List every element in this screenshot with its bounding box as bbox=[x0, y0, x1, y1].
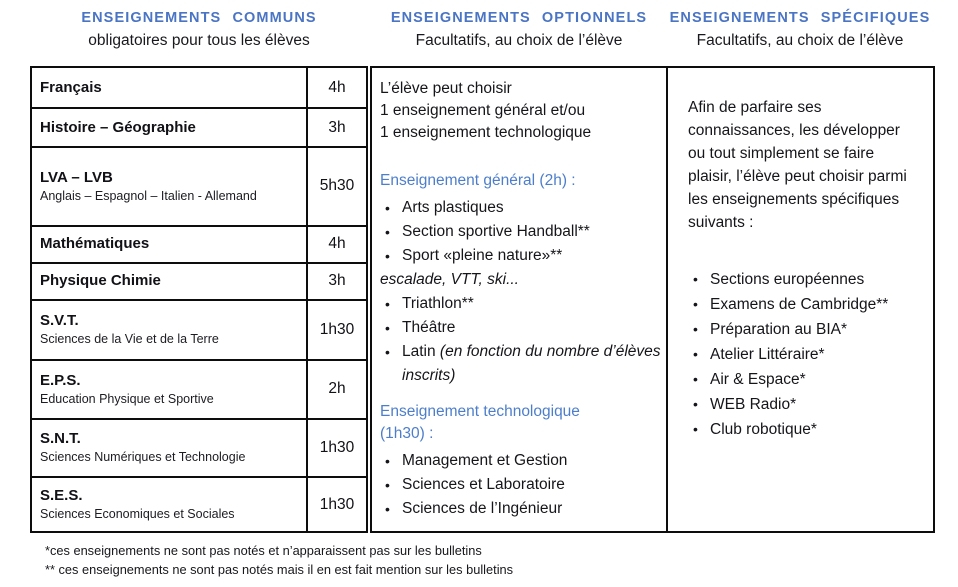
table-row: Mathématiques 4h bbox=[32, 226, 366, 264]
optional-intro-line: 1 enseignement général et/ou bbox=[380, 102, 586, 119]
footnotes: *ces enseignements ne sont pas notés et … bbox=[45, 541, 513, 579]
general-teaching-list: Arts plastiques Section sportive Handbal… bbox=[380, 196, 662, 268]
heading-line: Enseignement technologique bbox=[380, 403, 580, 420]
general-teaching-heading: Enseignement général (2h) : bbox=[380, 172, 576, 189]
table-row: LVA – LVB Anglais – Espagnol – Italien -… bbox=[32, 147, 366, 227]
list-item: Management et Gestion bbox=[380, 449, 662, 473]
subject-hours: 2h bbox=[306, 361, 366, 418]
column-title: ENSEIGNEMENTS COMMUNS bbox=[81, 10, 317, 26]
specific-intro: Afin de parfaire ses connaissances, les … bbox=[688, 99, 907, 231]
subject-detail: Sciences de la Vie et de la Terre bbox=[40, 332, 219, 347]
optional-teachings-panel: L’élève peut choisir 1 enseignement géné… bbox=[370, 66, 668, 533]
common-subjects-table: Français 4h Histoire – Géographie 3h LVA… bbox=[30, 66, 368, 533]
table-row: S.N.T. Sciences Numériques et Technologi… bbox=[32, 419, 366, 479]
subject-hours: 1h30 bbox=[306, 419, 366, 477]
list-item: Triathlon** bbox=[380, 292, 662, 316]
sport-nature-examples: escalade, VTT, ski... bbox=[380, 271, 519, 288]
list-item: Section sportive Handball** bbox=[380, 220, 662, 244]
subject-name: Histoire – Géographie bbox=[40, 118, 196, 136]
heading-line: (1h30) : bbox=[380, 425, 434, 442]
table-row: Physique Chimie 3h bbox=[32, 264, 366, 301]
optional-intro-line: L’élève peut choisir bbox=[380, 80, 512, 97]
header-enseignements-specifiques: ENSEIGNEMENTS SPÉCIFIQUES Facultatifs, a… bbox=[660, 7, 940, 53]
subject-hours: 3h bbox=[306, 264, 366, 299]
list-item: Préparation au BIA* bbox=[688, 317, 921, 342]
list-item: Théâtre bbox=[380, 316, 662, 340]
list-item: Sport «pleine nature»** bbox=[380, 244, 662, 268]
list-item: Examens de Cambridge** bbox=[688, 292, 921, 317]
list-item: Sciences et Laboratoire bbox=[380, 473, 662, 497]
list-item: Arts plastiques bbox=[380, 196, 662, 220]
subject-hours: 3h bbox=[306, 109, 366, 146]
column-subtitle: obligatoires pour tous les élèves bbox=[88, 32, 310, 49]
list-item: WEB Radio* bbox=[688, 392, 921, 417]
list-item: Sections européennes bbox=[688, 267, 921, 292]
general-teaching-list-continued: Triathlon** Théâtre Latin (en fonction d… bbox=[380, 292, 662, 388]
optional-intro-line: 1 enseignement technologique bbox=[380, 124, 592, 141]
table-row: E.P.S. Education Physique et Sportive 2h bbox=[32, 361, 366, 420]
table-row: Histoire – Géographie 3h bbox=[32, 109, 366, 148]
column-subtitle: Facultatifs, au choix de l’élève bbox=[415, 32, 623, 49]
latin-note: (en fonction du nombre d’élèves inscrits… bbox=[402, 343, 661, 384]
subject-name: E.P.S. bbox=[40, 371, 81, 389]
column-title: ENSEIGNEMENTS OPTIONNELS bbox=[390, 10, 648, 26]
subject-detail: Sciences Numériques et Technologie bbox=[40, 450, 246, 465]
subject-name: Mathématiques bbox=[40, 235, 150, 253]
subject-name: S.N.T. bbox=[40, 430, 81, 448]
latin-label: Latin bbox=[402, 343, 440, 360]
list-item: Atelier Littéraire* bbox=[688, 342, 921, 367]
subject-hours: 5h30 bbox=[306, 147, 366, 225]
subject-hours: 4h bbox=[306, 226, 366, 262]
technological-teaching-heading: Enseignement technologique (1h30) : bbox=[380, 401, 662, 445]
column-subtitle: Facultatifs, au choix de l’élève bbox=[696, 32, 904, 49]
list-item: Air & Espace* bbox=[688, 367, 921, 392]
list-item: Sciences de l’Ingénieur bbox=[380, 497, 662, 521]
subject-name: S.E.S. bbox=[40, 487, 83, 505]
subject-name: LVA – LVB bbox=[40, 168, 113, 186]
list-item-latin: Latin (en fonction du nombre d’élèves in… bbox=[380, 340, 662, 388]
list-item: Club robotique* bbox=[688, 417, 921, 442]
subject-detail: Sciences Economiques et Sociales bbox=[40, 507, 235, 522]
footnote-double-asterisk: ** ces enseignements ne sont pas notés m… bbox=[45, 562, 514, 577]
technological-teaching-list: Management et Gestion Sciences et Labora… bbox=[380, 449, 662, 521]
subject-name: Français bbox=[40, 78, 102, 96]
specific-teaching-list: Sections européennes Examens de Cambridg… bbox=[688, 267, 921, 442]
subject-name: S.V.T. bbox=[40, 312, 79, 330]
column-title: ENSEIGNEMENTS SPÉCIFIQUES bbox=[669, 10, 931, 26]
specific-teachings-panel: Afin de parfaire ses connaissances, les … bbox=[666, 66, 935, 533]
header-enseignements-communs: ENSEIGNEMENTS COMMUNS obligatoires pour … bbox=[30, 7, 368, 53]
table-row: Français 4h bbox=[32, 68, 366, 110]
table-row: S.E.S. Sciences Economiques et Sociales … bbox=[32, 478, 366, 531]
subject-name: Physique Chimie bbox=[40, 272, 161, 290]
table-row: S.V.T. Sciences de la Vie et de la Terre… bbox=[32, 300, 366, 362]
subject-hours: 4h bbox=[306, 68, 366, 108]
header-enseignements-optionnels: ENSEIGNEMENTS OPTIONNELS Facultatifs, au… bbox=[370, 7, 668, 53]
subject-detail: Anglais – Espagnol – Italien - Allemand bbox=[40, 188, 257, 203]
subject-hours: 1h30 bbox=[306, 300, 366, 360]
subject-detail: Education Physique et Sportive bbox=[40, 391, 214, 406]
subject-hours: 1h30 bbox=[306, 478, 366, 531]
footnote-single-asterisk: *ces enseignements ne sont pas notés et … bbox=[45, 543, 482, 558]
